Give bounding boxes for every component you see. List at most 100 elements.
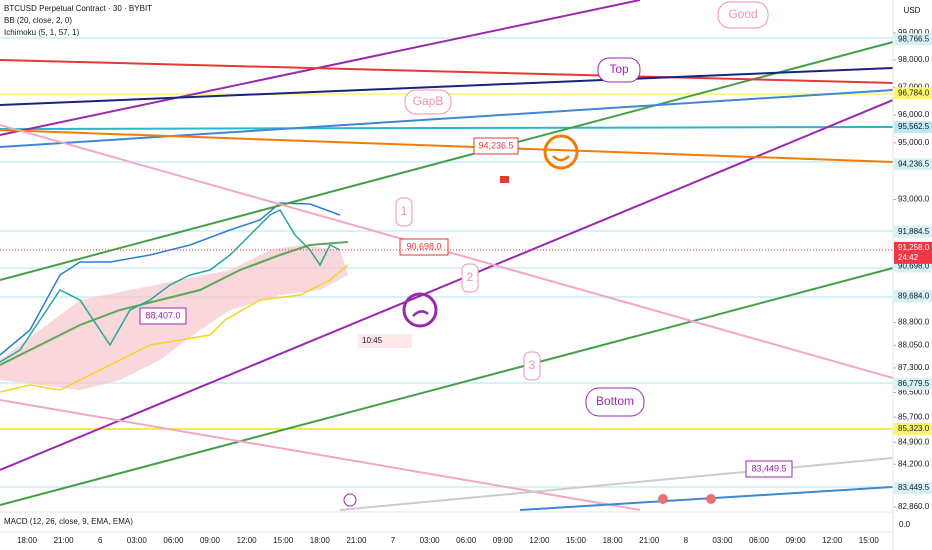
time-tick-label: 12:00 xyxy=(237,536,258,545)
macd-zero-label: 0.0 xyxy=(899,520,911,529)
price-marker-label: 91,884.5 xyxy=(898,227,930,236)
price-marker-label: 98,766.5 xyxy=(898,34,930,43)
time-tick-label: 6 xyxy=(98,536,103,545)
currency-label: USD xyxy=(904,6,921,15)
time-tick-label: 21:00 xyxy=(346,536,367,545)
price-tick-label: 86,500.0 xyxy=(898,388,930,397)
price-path xyxy=(0,209,341,363)
price-label xyxy=(745,460,793,478)
face-icon xyxy=(402,292,438,328)
price-marker-label: 86,779.5 xyxy=(898,379,930,388)
price-marker-label: 89,684.0 xyxy=(898,291,930,300)
smiley-mouth xyxy=(552,155,570,162)
price-tick-label: 84,200.0 xyxy=(898,459,930,468)
time-tick-label: 03:00 xyxy=(712,536,733,545)
annotation-text: GapB xyxy=(413,94,444,108)
time-tick-label: 21:00 xyxy=(54,536,75,545)
time-tick-label: 03:00 xyxy=(420,536,441,545)
current-price-label: 91,258.0 xyxy=(898,243,930,252)
price-tick-label: 93,000.0 xyxy=(898,195,930,204)
price-label xyxy=(473,137,519,155)
time-tick-label: 15:00 xyxy=(566,536,587,545)
time-tick-label: 7 xyxy=(391,536,396,545)
annotation-text: 1 xyxy=(401,204,408,218)
callout xyxy=(404,89,452,115)
ichimoku-line xyxy=(0,264,349,393)
face-mouth xyxy=(412,310,429,317)
price-marker xyxy=(894,377,932,390)
time-tick-label: 09:00 xyxy=(200,536,221,545)
price-tick-label: 82,860.0 xyxy=(898,502,930,511)
time-tick-label: 12:00 xyxy=(822,536,843,545)
callout xyxy=(597,57,641,83)
time-note xyxy=(358,334,412,348)
price-tick-label: 88,800.0 xyxy=(898,318,930,327)
trend-line xyxy=(0,99,894,471)
time-tick-label: 18:00 xyxy=(17,536,38,545)
trend-line xyxy=(0,129,894,163)
price-marker xyxy=(894,121,932,134)
callout xyxy=(395,197,413,227)
annotation-text: Bottom xyxy=(596,394,634,408)
time-tick-label: 12:00 xyxy=(529,536,550,545)
price-marker xyxy=(894,290,932,303)
price-marker-label: 96,784.0 xyxy=(898,88,930,97)
event-icon xyxy=(658,494,668,504)
price-label xyxy=(399,238,449,256)
price-tick-label: 98,000.0 xyxy=(898,55,930,64)
annotations: Good Top GapB Bottom 1 2 3 94,236.5 90,6… xyxy=(139,1,793,507)
time-tick-label: 18:00 xyxy=(603,536,624,545)
price-marker xyxy=(894,422,932,435)
callout xyxy=(585,387,645,417)
price-marker xyxy=(894,33,932,46)
price-marker xyxy=(894,87,932,100)
smiley-icon xyxy=(543,134,579,170)
time-tick-label: 06:00 xyxy=(749,536,770,545)
trend-line xyxy=(0,59,894,84)
time-tick-label: 15:00 xyxy=(859,536,880,545)
annotation-text: 10:45 xyxy=(362,336,383,345)
annotation-text: 88,407.0 xyxy=(145,310,180,320)
annotation-text: 90,698.0 xyxy=(406,241,441,251)
trend-line xyxy=(0,267,894,506)
price-marker-label: 94,236.5 xyxy=(898,159,930,168)
level-line xyxy=(0,126,894,130)
trend-line xyxy=(0,41,894,281)
indicator-label: Ichimoku (5, 1, 57, 1) xyxy=(4,28,79,37)
annotation-text: 83,449.5 xyxy=(751,463,786,473)
time-tick-label: 18:00 xyxy=(310,536,331,545)
event-icon xyxy=(706,494,716,504)
time-tick-label: 06:00 xyxy=(456,536,477,545)
price-marker xyxy=(894,482,932,495)
countdown-label: 24:42 xyxy=(898,253,919,262)
trend-lines xyxy=(0,0,894,511)
price-tick-label: 96,000.0 xyxy=(898,110,930,119)
trend-line xyxy=(0,67,894,106)
time-tick-label: 15:00 xyxy=(273,536,294,545)
annotation-text: Top xyxy=(609,62,629,76)
flag-icon xyxy=(500,176,509,183)
annotation-text: 3 xyxy=(529,358,536,372)
time-tick-label: 09:00 xyxy=(493,536,514,545)
time-tick-label: 06:00 xyxy=(163,536,184,545)
price-marker-label: 85,323.0 xyxy=(898,424,930,433)
price-tick-label: 84,900.0 xyxy=(898,437,930,446)
price-marker-label: 95,562.5 xyxy=(898,122,930,131)
price-label xyxy=(139,307,187,325)
time-tick-label: 03:00 xyxy=(127,536,148,545)
callout xyxy=(717,1,769,29)
indicator-label: BB (20, close, 2, 0) xyxy=(4,16,72,25)
time-tick-label: 21:00 xyxy=(639,536,660,545)
macd-label: MACD (12, 26, close, 9, EMA, EMA) xyxy=(4,517,133,526)
price-tick-label: 85,700.0 xyxy=(898,412,930,421)
callout xyxy=(523,351,541,381)
price-tick-label: 97,000.0 xyxy=(898,82,930,91)
price-marker xyxy=(894,225,932,238)
trend-line xyxy=(339,457,894,511)
annotation-text: Good xyxy=(728,7,757,21)
price-marker xyxy=(894,158,932,171)
price-tick-label: 87,300.0 xyxy=(898,363,930,372)
callout xyxy=(461,263,479,293)
price-marker-label: 90,698.0 xyxy=(898,261,930,270)
